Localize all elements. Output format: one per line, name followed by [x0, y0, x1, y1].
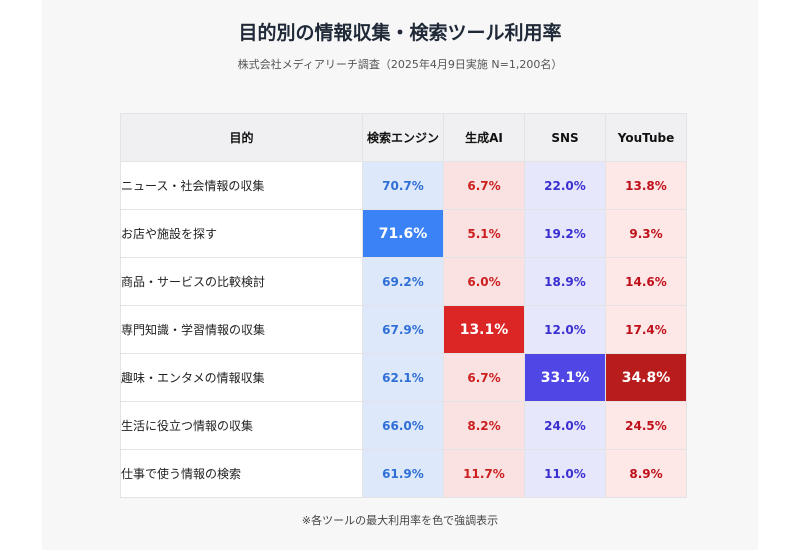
table-row: 仕事で使う情報の検索 61.9% 11.7% 11.0% 8.9% [120, 449, 687, 498]
row-label: 商品・サービスの比較検討 [120, 257, 363, 306]
column-header-youtube: YouTube [605, 113, 687, 162]
table-row: お店や施設を探す 71.6% 5.1% 19.2% 9.3% [120, 209, 687, 258]
cell-youtube: 24.5% [605, 401, 687, 450]
table-row: 専門知識・学習情報の収集 67.9% 13.1% 12.0% 17.4% [120, 305, 687, 354]
table-row: ニュース・社会情報の収集 70.7% 6.7% 22.0% 13.8% [120, 161, 687, 210]
cell-generative-ai: 6.7% [443, 161, 525, 210]
cell-sns: 18.9% [524, 257, 606, 306]
header-row: 目的 検索エンジン 生成AI SNS YouTube [120, 113, 687, 162]
chart-subtitle: 株式会社メディアリーチ調査（2025年4月9日実施 N=1,200名） [237, 58, 563, 71]
cell-search-engine: 69.2% [362, 257, 444, 306]
cell-youtube: 14.6% [605, 257, 687, 306]
cell-search-engine: 61.9% [362, 449, 444, 498]
row-label: ニュース・社会情報の収集 [120, 161, 363, 210]
footnote: ※各ツールの最大利用率を色で強調表示 [301, 514, 499, 527]
chart-card: 目的別の情報収集・検索ツール利用率 株式会社メディアリーチ調査（2025年4月9… [42, 0, 758, 550]
cell-generative-ai: 5.1% [443, 209, 525, 258]
cell-sns: 12.0% [524, 305, 606, 354]
table-row: 生活に役立つ情報の収集 66.0% 8.2% 24.0% 24.5% [120, 401, 687, 450]
cell-youtube: 8.9% [605, 449, 687, 498]
cell-youtube: 13.8% [605, 161, 687, 210]
column-header-sns: SNS [524, 113, 606, 162]
cell-sns-max: 33.1% [524, 353, 606, 402]
table-row: 趣味・エンタメの情報収集 62.1% 6.7% 33.1% 34.8% [120, 353, 687, 402]
cell-youtube: 9.3% [605, 209, 687, 258]
cell-generative-ai-max: 13.1% [443, 305, 525, 354]
cell-sns: 24.0% [524, 401, 606, 450]
table-row: 商品・サービスの比較検討 69.2% 6.0% 18.9% 14.6% [120, 257, 687, 306]
heatmap-table: 目的 検索エンジン 生成AI SNS YouTube ニュース・社会情報の収集 7… [120, 113, 687, 498]
row-label: 趣味・エンタメの情報収集 [120, 353, 363, 402]
row-label: 生活に役立つ情報の収集 [120, 401, 363, 450]
column-header-generative-ai: 生成AI [443, 113, 525, 162]
cell-search-engine: 70.7% [362, 161, 444, 210]
column-header-search-engine: 検索エンジン [362, 113, 444, 162]
cell-generative-ai: 6.0% [443, 257, 525, 306]
row-label: 仕事で使う情報の検索 [120, 449, 363, 498]
cell-youtube-max: 34.8% [605, 353, 687, 402]
cell-search-engine: 62.1% [362, 353, 444, 402]
cell-generative-ai: 8.2% [443, 401, 525, 450]
cell-search-engine: 66.0% [362, 401, 444, 450]
chart-title: 目的別の情報収集・検索ツール利用率 [238, 22, 562, 44]
row-label: お店や施設を探す [120, 209, 363, 258]
cell-generative-ai: 6.7% [443, 353, 525, 402]
row-label: 専門知識・学習情報の収集 [120, 305, 363, 354]
cell-sns: 19.2% [524, 209, 606, 258]
cell-sns: 11.0% [524, 449, 606, 498]
cell-search-engine-max: 71.6% [362, 209, 444, 258]
cell-sns: 22.0% [524, 161, 606, 210]
cell-search-engine: 67.9% [362, 305, 444, 354]
cell-generative-ai: 11.7% [443, 449, 525, 498]
cell-youtube: 17.4% [605, 305, 687, 354]
column-header-purpose: 目的 [120, 113, 363, 162]
heatmap-body: ニュース・社会情報の収集 70.7% 6.7% 22.0% 13.8% お店や施設を探す 7… [120, 161, 687, 498]
